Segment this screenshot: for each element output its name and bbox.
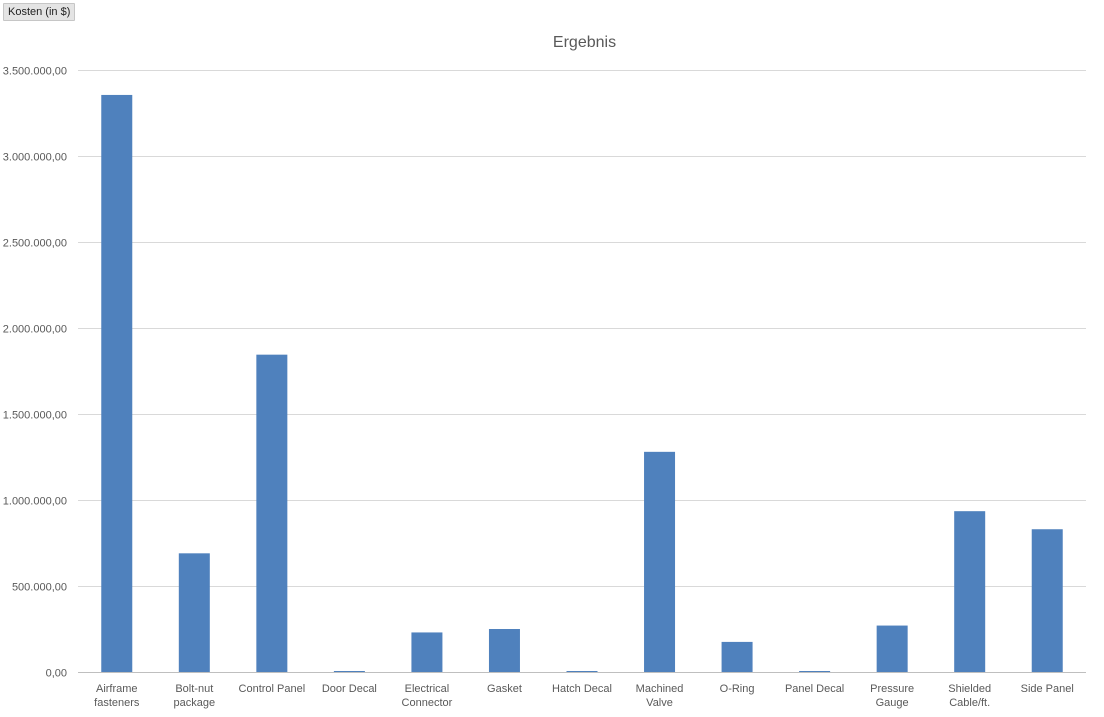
bar xyxy=(411,632,443,672)
y-tick-label: 0,00 xyxy=(46,668,67,680)
y-tick-label: 2.500.000,00 xyxy=(3,238,67,250)
bar xyxy=(178,553,210,672)
x-category-label: Side Panel xyxy=(1021,683,1074,695)
y-tick-label: 3.000.000,00 xyxy=(3,152,67,164)
bar xyxy=(566,671,598,672)
bar xyxy=(721,641,753,672)
x-category-label: Pressure Gauge xyxy=(870,683,914,709)
x-category-label: Gasket xyxy=(487,683,522,695)
x-category-label: Control Panel xyxy=(239,683,306,695)
bar xyxy=(876,625,908,672)
bar xyxy=(644,451,676,672)
bar xyxy=(954,511,986,672)
x-category-label: O-Ring xyxy=(720,683,755,695)
y-tick-label: 1.500.000,00 xyxy=(3,410,67,422)
y-tick-label: 3.500.000,00 xyxy=(3,66,67,78)
y-tick-label: 1.000.000,00 xyxy=(3,496,67,508)
field-button-kosten[interactable]: Kosten (in $) xyxy=(3,3,76,21)
x-category-label: Bolt-nut package xyxy=(174,683,216,709)
chart-title: Ergebnis xyxy=(552,34,617,51)
x-category-label: Airframe fasteners xyxy=(94,683,140,709)
bar xyxy=(799,671,831,672)
y-tick-label: 2.000.000,00 xyxy=(3,324,67,336)
x-category-label: Panel Decal xyxy=(785,683,844,695)
x-category-label: Machined Valve xyxy=(636,683,684,709)
bar xyxy=(101,94,133,672)
bar xyxy=(1031,529,1063,672)
x-category-label: Shielded Cable/ft. xyxy=(948,683,991,709)
x-category-label: Electrical Connector xyxy=(402,683,453,709)
y-tick-label: 500.000,00 xyxy=(12,582,67,594)
x-category-label: Hatch Decal xyxy=(552,683,612,695)
x-category-label: Door Decal xyxy=(322,683,377,695)
bar xyxy=(256,354,288,672)
bar xyxy=(333,671,365,672)
bar xyxy=(488,629,520,672)
